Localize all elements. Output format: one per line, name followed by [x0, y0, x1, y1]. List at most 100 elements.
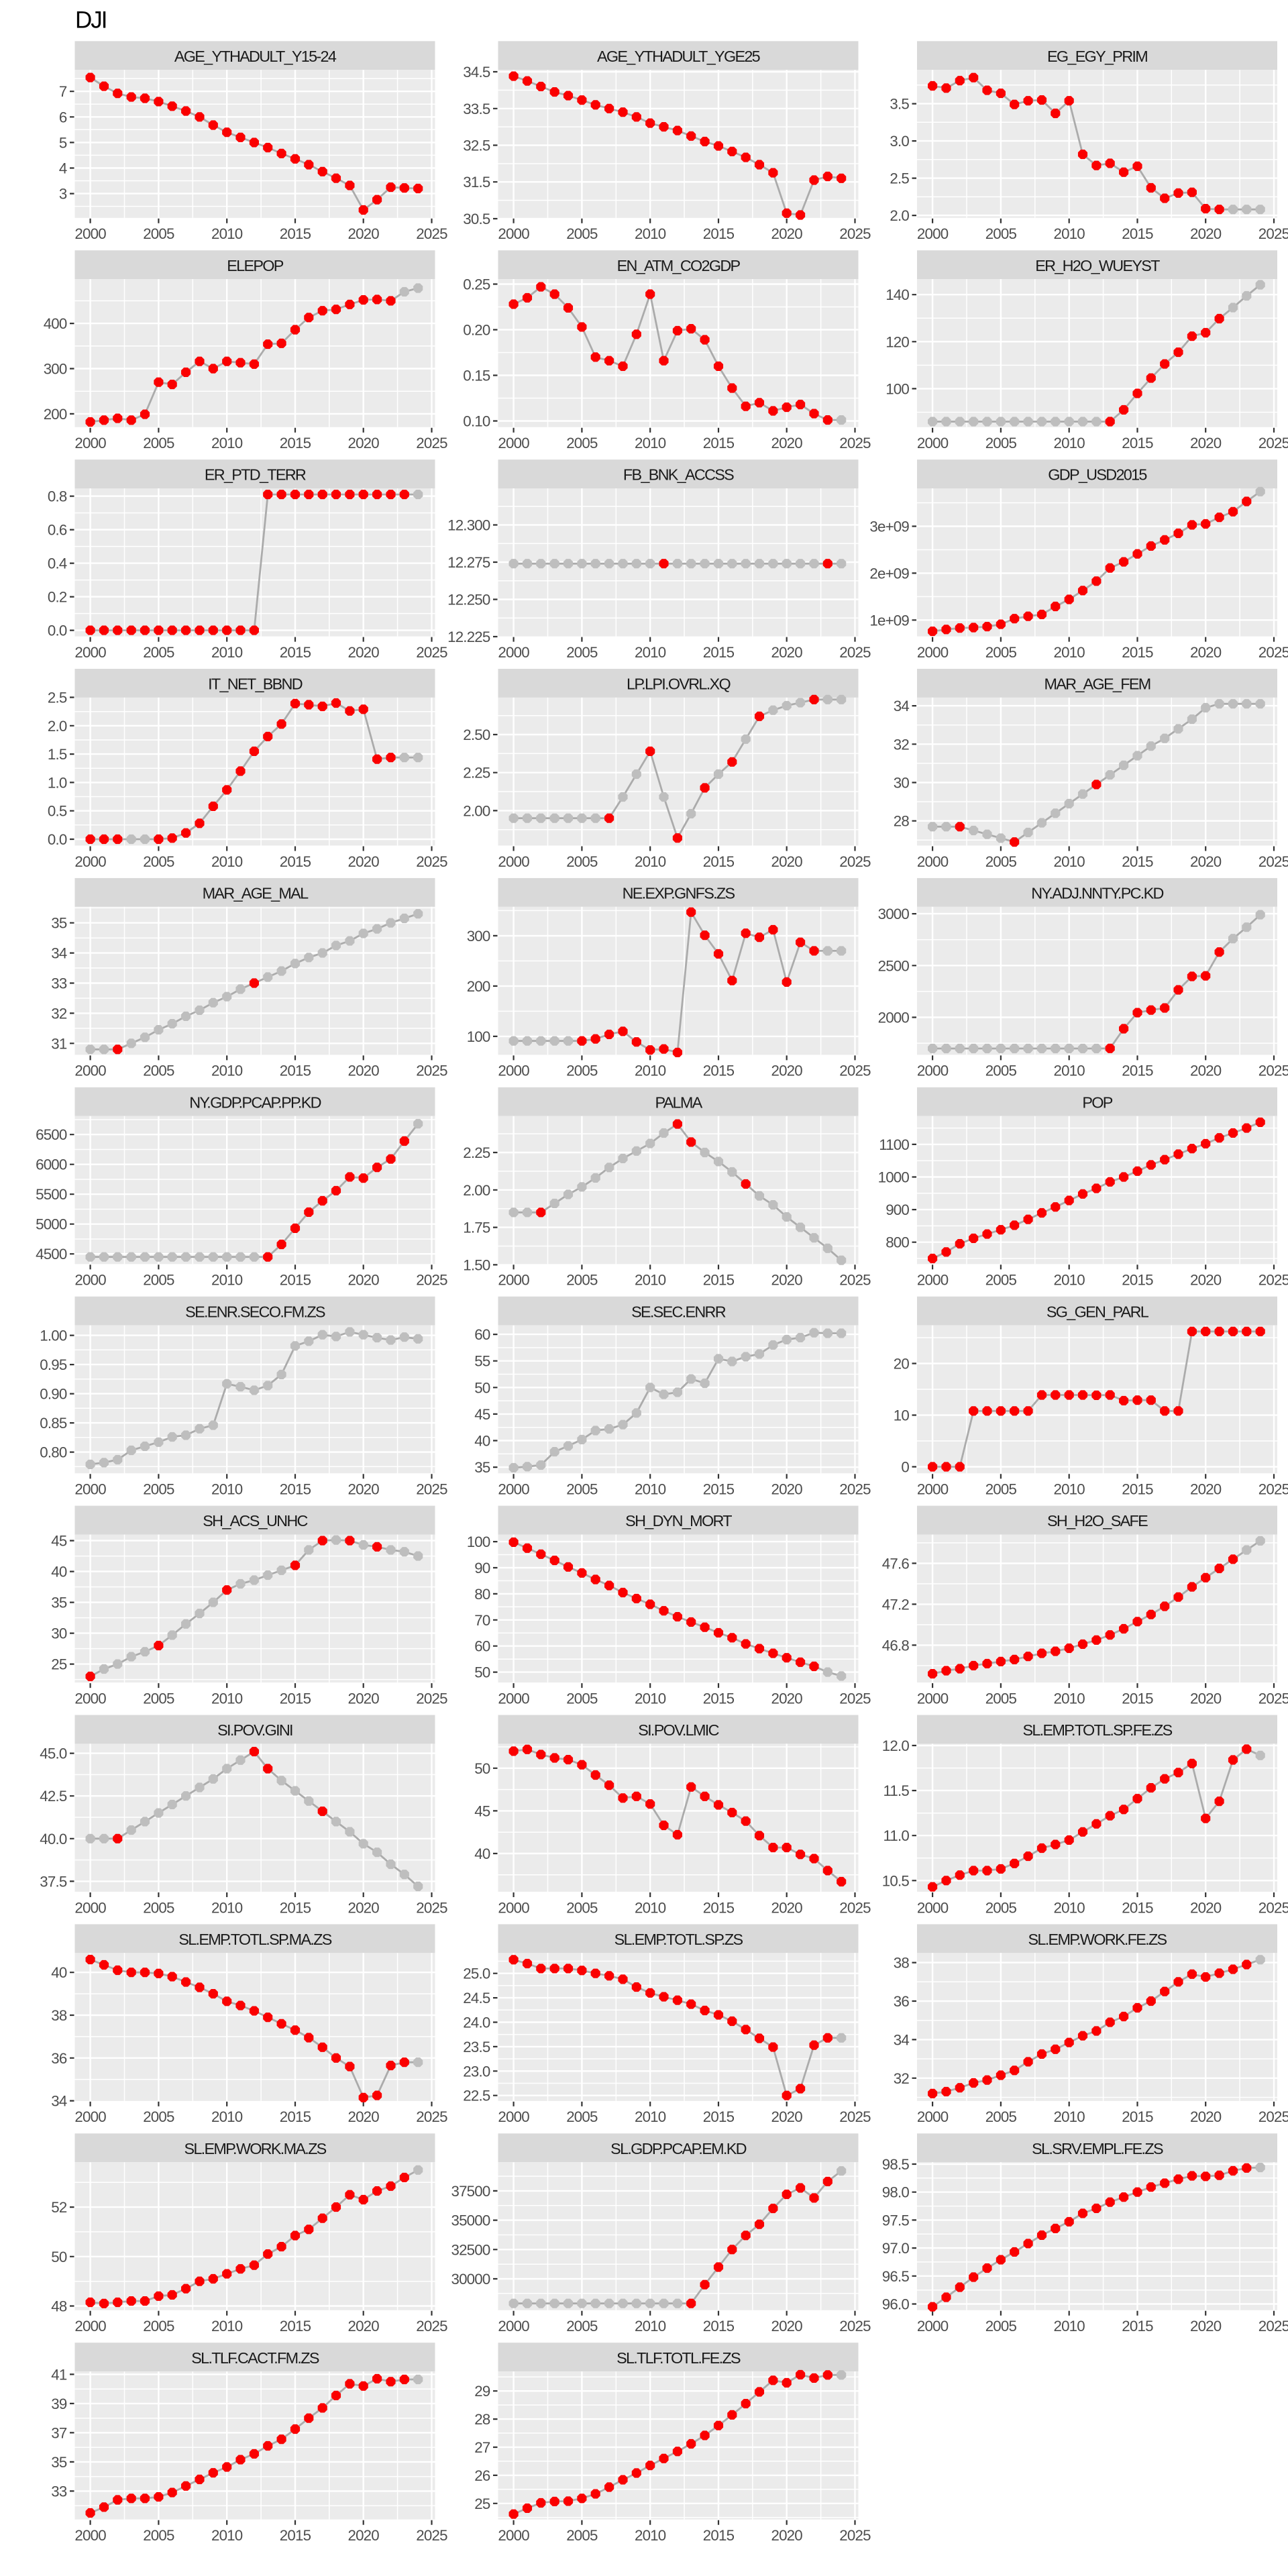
svg-text:31: 31 [51, 1035, 67, 1052]
svg-text:32500: 32500 [451, 2241, 490, 2258]
svg-text:34: 34 [894, 698, 910, 714]
svg-text:2005: 2005 [566, 2108, 598, 2125]
svg-text:3.0: 3.0 [890, 133, 909, 150]
svg-text:2000: 2000 [74, 1272, 106, 1289]
svg-text:2005: 2005 [143, 2527, 174, 2544]
svg-text:100: 100 [467, 1534, 490, 1550]
svg-text:2015: 2015 [280, 1899, 311, 1916]
svg-text:37500: 37500 [451, 2183, 490, 2200]
svg-text:6000: 6000 [36, 1157, 67, 1173]
svg-text:0.20: 0.20 [463, 322, 490, 339]
svg-text:2000: 2000 [498, 1481, 529, 1498]
svg-text:2015: 2015 [703, 1481, 735, 1498]
svg-text:2020: 2020 [1190, 2108, 1222, 2125]
svg-text:2020: 2020 [347, 225, 379, 242]
svg-text:2015: 2015 [1122, 1272, 1153, 1289]
svg-text:2025: 2025 [839, 1481, 871, 1498]
svg-text:2000: 2000 [498, 853, 529, 870]
svg-text:0.95: 0.95 [40, 1356, 67, 1373]
svg-text:2005: 2005 [985, 2318, 1017, 2334]
svg-text:50: 50 [474, 1664, 490, 1681]
svg-text:2005: 2005 [143, 2108, 174, 2125]
svg-text:2.00: 2.00 [463, 802, 490, 819]
svg-text:2000: 2000 [74, 2108, 106, 2125]
svg-text:2020: 2020 [1190, 1690, 1222, 1707]
svg-text:6: 6 [59, 109, 67, 125]
svg-text:0.5: 0.5 [48, 803, 67, 820]
svg-text:2025: 2025 [416, 2318, 447, 2334]
svg-text:2020: 2020 [347, 1690, 379, 1707]
svg-text:2010: 2010 [1053, 1272, 1085, 1289]
svg-text:3e+09: 3e+09 [869, 519, 909, 535]
svg-text:2005: 2005 [985, 2108, 1017, 2125]
svg-text:2015: 2015 [1122, 853, 1153, 870]
svg-text:2015: 2015 [280, 853, 311, 870]
svg-text:0.80: 0.80 [40, 1444, 67, 1461]
svg-text:20: 20 [894, 1356, 910, 1373]
svg-text:2010: 2010 [635, 853, 666, 870]
svg-text:2010: 2010 [635, 435, 666, 451]
svg-text:47.6: 47.6 [882, 1555, 910, 1572]
svg-text:2005: 2005 [143, 1481, 174, 1498]
svg-text:31.5: 31.5 [463, 174, 490, 191]
svg-text:0.0: 0.0 [48, 831, 67, 848]
svg-text:2000: 2000 [917, 1690, 949, 1707]
svg-text:ELEPOP: ELEPOP [227, 257, 284, 274]
svg-text:2005: 2005 [566, 2318, 598, 2334]
svg-text:97.5: 97.5 [882, 2212, 910, 2229]
svg-text:2000: 2000 [74, 225, 106, 242]
svg-text:2005: 2005 [985, 225, 1017, 242]
svg-text:2015: 2015 [703, 2527, 735, 2544]
svg-text:2025: 2025 [416, 1481, 447, 1498]
svg-text:2000: 2000 [917, 1481, 949, 1498]
svg-text:45.0: 45.0 [40, 1746, 67, 1762]
svg-text:2000: 2000 [917, 644, 949, 661]
svg-text:2.00: 2.00 [463, 1182, 490, 1199]
svg-text:2010: 2010 [211, 644, 243, 661]
svg-text:5000: 5000 [36, 1216, 67, 1233]
svg-text:45: 45 [474, 1406, 490, 1423]
svg-text:38: 38 [51, 2007, 67, 2024]
svg-text:2010: 2010 [635, 1690, 666, 1707]
svg-text:400: 400 [44, 315, 67, 332]
svg-text:LP.LPI.OVRL.XQ: LP.LPI.OVRL.XQ [627, 676, 731, 693]
svg-text:SL.EMP.TOTL.SP.MA.ZS: SL.EMP.TOTL.SP.MA.ZS [178, 1931, 331, 1948]
svg-text:2025: 2025 [416, 1063, 447, 1079]
svg-text:12.300: 12.300 [447, 517, 490, 534]
svg-text:26: 26 [474, 2467, 490, 2484]
svg-text:2025: 2025 [839, 2527, 871, 2544]
svg-text:2025: 2025 [1258, 853, 1288, 870]
svg-text:2005: 2005 [143, 853, 174, 870]
svg-text:SE.SEC.ENRR: SE.SEC.ENRR [631, 1303, 726, 1320]
svg-text:46.8: 46.8 [882, 1637, 910, 1654]
svg-text:2020: 2020 [1190, 644, 1222, 661]
svg-text:1.00: 1.00 [40, 1328, 67, 1344]
svg-text:SG_GEN_PARL: SG_GEN_PARL [1046, 1303, 1149, 1320]
svg-text:2020: 2020 [771, 1690, 802, 1707]
svg-text:1.5: 1.5 [48, 746, 67, 763]
svg-text:5: 5 [59, 134, 67, 151]
svg-text:2005: 2005 [143, 1272, 174, 1289]
svg-text:1100: 1100 [879, 1136, 909, 1153]
svg-text:2000: 2000 [498, 1272, 529, 1289]
svg-text:2.0: 2.0 [48, 718, 67, 735]
svg-text:200: 200 [44, 406, 67, 423]
svg-text:0.90: 0.90 [40, 1386, 67, 1403]
svg-text:2015: 2015 [703, 644, 735, 661]
svg-text:2000: 2000 [74, 1481, 106, 1498]
svg-text:SL.EMP.WORK.MA.ZS: SL.EMP.WORK.MA.ZS [184, 2140, 326, 2157]
svg-text:2025: 2025 [416, 1272, 447, 1289]
svg-text:2010: 2010 [211, 1481, 243, 1498]
svg-text:2020: 2020 [771, 1272, 802, 1289]
svg-text:28: 28 [894, 813, 910, 830]
svg-text:NY.GDP.PCAP.PP.KD: NY.GDP.PCAP.PP.KD [189, 1093, 321, 1111]
svg-text:2000: 2000 [878, 1010, 910, 1026]
svg-text:NY.ADJ.NNTY.PC.KD: NY.ADJ.NNTY.PC.KD [1031, 885, 1163, 902]
svg-text:2000: 2000 [917, 435, 949, 451]
svg-text:33: 33 [51, 975, 67, 992]
svg-text:25: 25 [51, 1656, 67, 1673]
svg-text:2025: 2025 [416, 1899, 447, 1916]
svg-text:2025: 2025 [1258, 225, 1288, 242]
svg-text:2020: 2020 [1190, 435, 1222, 451]
svg-text:2005: 2005 [985, 1272, 1017, 1289]
